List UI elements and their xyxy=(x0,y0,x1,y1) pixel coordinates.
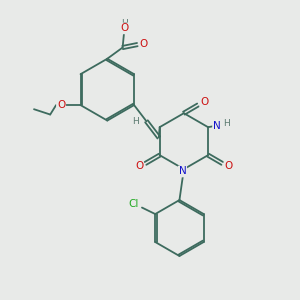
Text: O: O xyxy=(121,23,129,33)
Text: N: N xyxy=(178,167,186,176)
Text: H: H xyxy=(132,117,139,126)
Text: O: O xyxy=(140,39,148,49)
Text: H: H xyxy=(223,119,230,128)
Text: O: O xyxy=(135,161,143,171)
Text: H: H xyxy=(121,20,128,28)
Text: O: O xyxy=(225,161,233,171)
Text: Cl: Cl xyxy=(128,199,139,209)
Text: O: O xyxy=(200,97,208,107)
Text: N: N xyxy=(213,121,221,131)
Text: O: O xyxy=(57,100,65,110)
